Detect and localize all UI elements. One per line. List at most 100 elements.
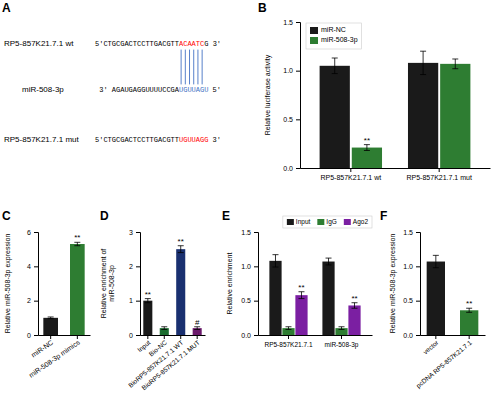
y-tick: 1.0 [403,263,420,270]
error-bar [48,317,54,319]
tick-mark [416,232,420,233]
legend-swatch [287,219,294,225]
x-axis: InputBio-NCBioRP5-857K21.7.1 WTBioRP5-85… [127,335,206,391]
axis-line [259,335,373,336]
x-axis: miR-NCmiR-508-3p mimics [28,335,91,380]
base-pair-line [197,50,198,84]
tick-label: RP5-857K21.7.1 mut [406,174,471,181]
error-bar [420,51,426,74]
row-label: miR-508-3p [22,85,64,94]
tick-label: miR-508-3p [325,341,359,349]
significance: ** [298,283,304,292]
significance: # [195,318,200,327]
y-tick: 0 [27,332,38,339]
sequence: 5'CTGCGACTCCTTGACGTT [95,40,179,48]
plot-area [269,255,360,335]
base-pair-line [181,50,182,84]
y-axis-title: Relative miR-508-3p expression [389,234,397,334]
tick-mark [50,335,51,339]
x-tick: vector [422,335,441,355]
error-bar [285,327,291,330]
x-tick: pcDNA RP5-857K21.7.1 [415,335,474,390]
tick-label: RP5-857K21.7.1 wt [320,174,381,181]
bar [43,318,58,335]
tick-label: 1.5 [241,229,251,236]
tick-label: 0 [129,332,133,339]
significance: ** [466,299,472,308]
y-axis: 0.00.51.01.5 [241,229,258,339]
axis-line [296,23,301,169]
error-bar [178,246,184,253]
error-bar [352,303,358,308]
error-bar [161,327,167,330]
y-tick: 1.5 [403,229,420,236]
tick-mark [254,266,258,267]
plot-area [143,246,201,335]
tick-label: BioRP5-857K21.7.1 MUT [140,339,201,392]
y-tick: 1 [129,297,140,304]
panel-label: C [2,209,11,223]
tick-mark [254,232,258,233]
error-bar [332,58,338,74]
tick-mark [296,119,300,120]
sequence: 3' AGAUGAGGUUUUCCGA [99,86,180,94]
y-tick: 2 [129,263,140,270]
bar [427,262,445,335]
tick-mark [416,301,420,302]
x-tick: RP5-857K21.7.1 wt [320,168,381,181]
y-axis-title: Relative miR-508-3p expression [4,234,12,334]
y-axis: 0246 [27,229,38,339]
legend-frame [283,216,372,228]
bar-panel: F0.00.51.01.5vectorpcDNA RP5-857K21.7.1R… [380,209,486,390]
legend-swatch [310,37,318,44]
tick-mark [469,335,470,339]
tick-mark [296,71,300,72]
sequence: UGUUAGU [179,86,208,94]
tick-mark [416,335,420,336]
error-bar [452,59,458,69]
tick-mark [254,335,258,336]
y-tick: 3 [129,229,140,236]
panel-label: F [380,209,387,223]
base-pair-line [185,50,186,84]
tick-label: 1.0 [241,263,251,270]
tick-label: 0.0 [241,332,251,339]
axis-line [254,233,259,336]
plot-area [320,51,471,168]
y-tick: 1.0 [283,67,300,74]
significance: ** [74,233,80,242]
significance: ** [364,136,370,145]
legend: miR-NCmiR-508-3p [306,23,362,49]
y-tick: 0.0 [241,332,258,339]
y-tick: 0.0 [283,165,300,172]
tick-label: 2 [129,263,133,270]
significance: ** [178,237,184,246]
legend-item: IgG [317,218,336,226]
tick-label: 1.0 [283,67,293,74]
y-axis: 0.00.51.01.5 [403,229,420,339]
tick-mark [164,335,165,339]
sequence: UGUUAGG [179,136,208,144]
tick-label: 1 [129,297,133,304]
sequence: 5' [208,86,221,94]
significance: ** [351,294,357,303]
plot-area [43,242,84,335]
y-tick: 1.5 [283,19,300,26]
tick-mark [136,266,140,267]
tick-mark [34,266,38,267]
error-bar [466,308,472,312]
bar [320,66,350,168]
axis-line [34,233,39,336]
legend: InputIgGAgo2 [283,216,372,228]
base-pair-line [189,50,190,84]
x-tick: RP5-857K21.7.1 mut [406,168,471,181]
base-pair-line [202,50,203,84]
axis-line [141,335,206,336]
x-tick: BioRP5-857K21.7.1 MUT [140,335,201,391]
legend-swatch [317,219,324,225]
sequence: ACAATC [179,40,204,48]
tick-label: miR-508-3p mimics [28,338,82,379]
y-axis: 0 1 2 3 [129,229,140,339]
legend-swatch [310,27,318,34]
tick-mark [34,335,38,336]
